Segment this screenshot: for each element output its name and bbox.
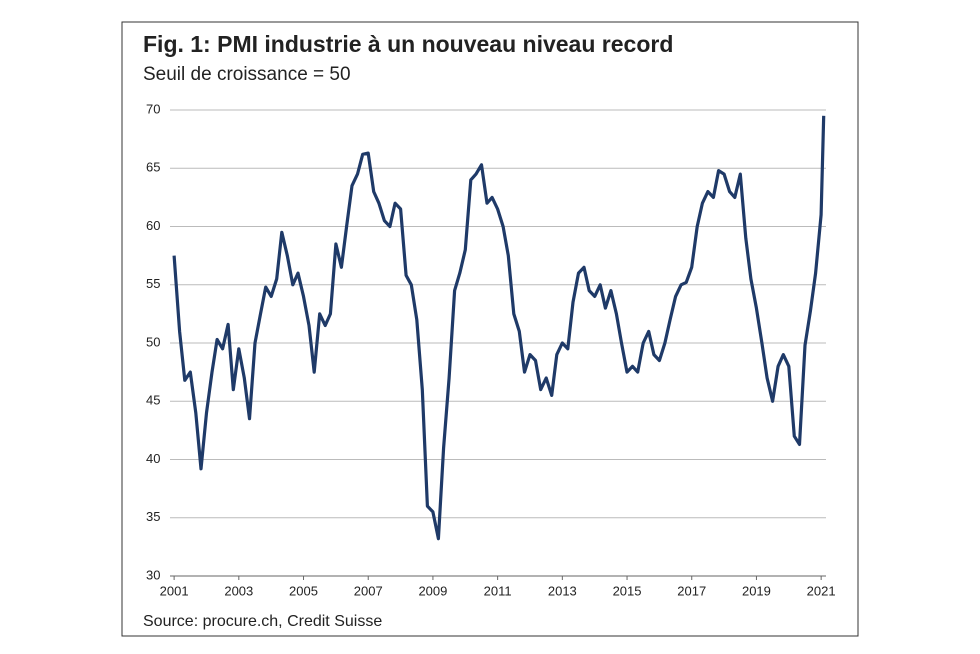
y-tick-label: 50 xyxy=(146,334,160,349)
y-tick-label: 70 xyxy=(146,101,160,116)
source: Source: procure.ch, Credit Suisse xyxy=(143,613,382,630)
x-tick-label: 2005 xyxy=(289,583,318,598)
y-tick-label: 30 xyxy=(146,567,160,582)
y-tick-label: 65 xyxy=(146,160,160,175)
x-tick-label: 2013 xyxy=(548,583,577,598)
x-tick-label: 2001 xyxy=(160,583,189,598)
x-tick-label: 2007 xyxy=(354,583,383,598)
x-tick-label: 2021 xyxy=(807,583,836,598)
x-tick-label: 2017 xyxy=(677,583,706,598)
x-tick-label: 2009 xyxy=(418,583,447,598)
x-tick-label: 2015 xyxy=(613,583,642,598)
frame xyxy=(121,21,859,637)
y-tick-label: 45 xyxy=(146,393,160,408)
x-tick-label: 2003 xyxy=(224,583,253,598)
line-series xyxy=(172,115,826,541)
chart-title: Fig. 1: PMI industrie à un nouveau nivea… xyxy=(143,31,673,57)
y-tick-label: 40 xyxy=(146,451,160,466)
x-tick-label: 2011 xyxy=(484,583,512,598)
y-tick-label: 55 xyxy=(146,276,160,291)
x-tick-label: 2019 xyxy=(742,583,771,598)
y-tick-label: 35 xyxy=(146,509,160,524)
y-tick-label: 60 xyxy=(146,218,160,233)
chart-subtitle: Seuil de croissance = 50 xyxy=(143,64,351,85)
